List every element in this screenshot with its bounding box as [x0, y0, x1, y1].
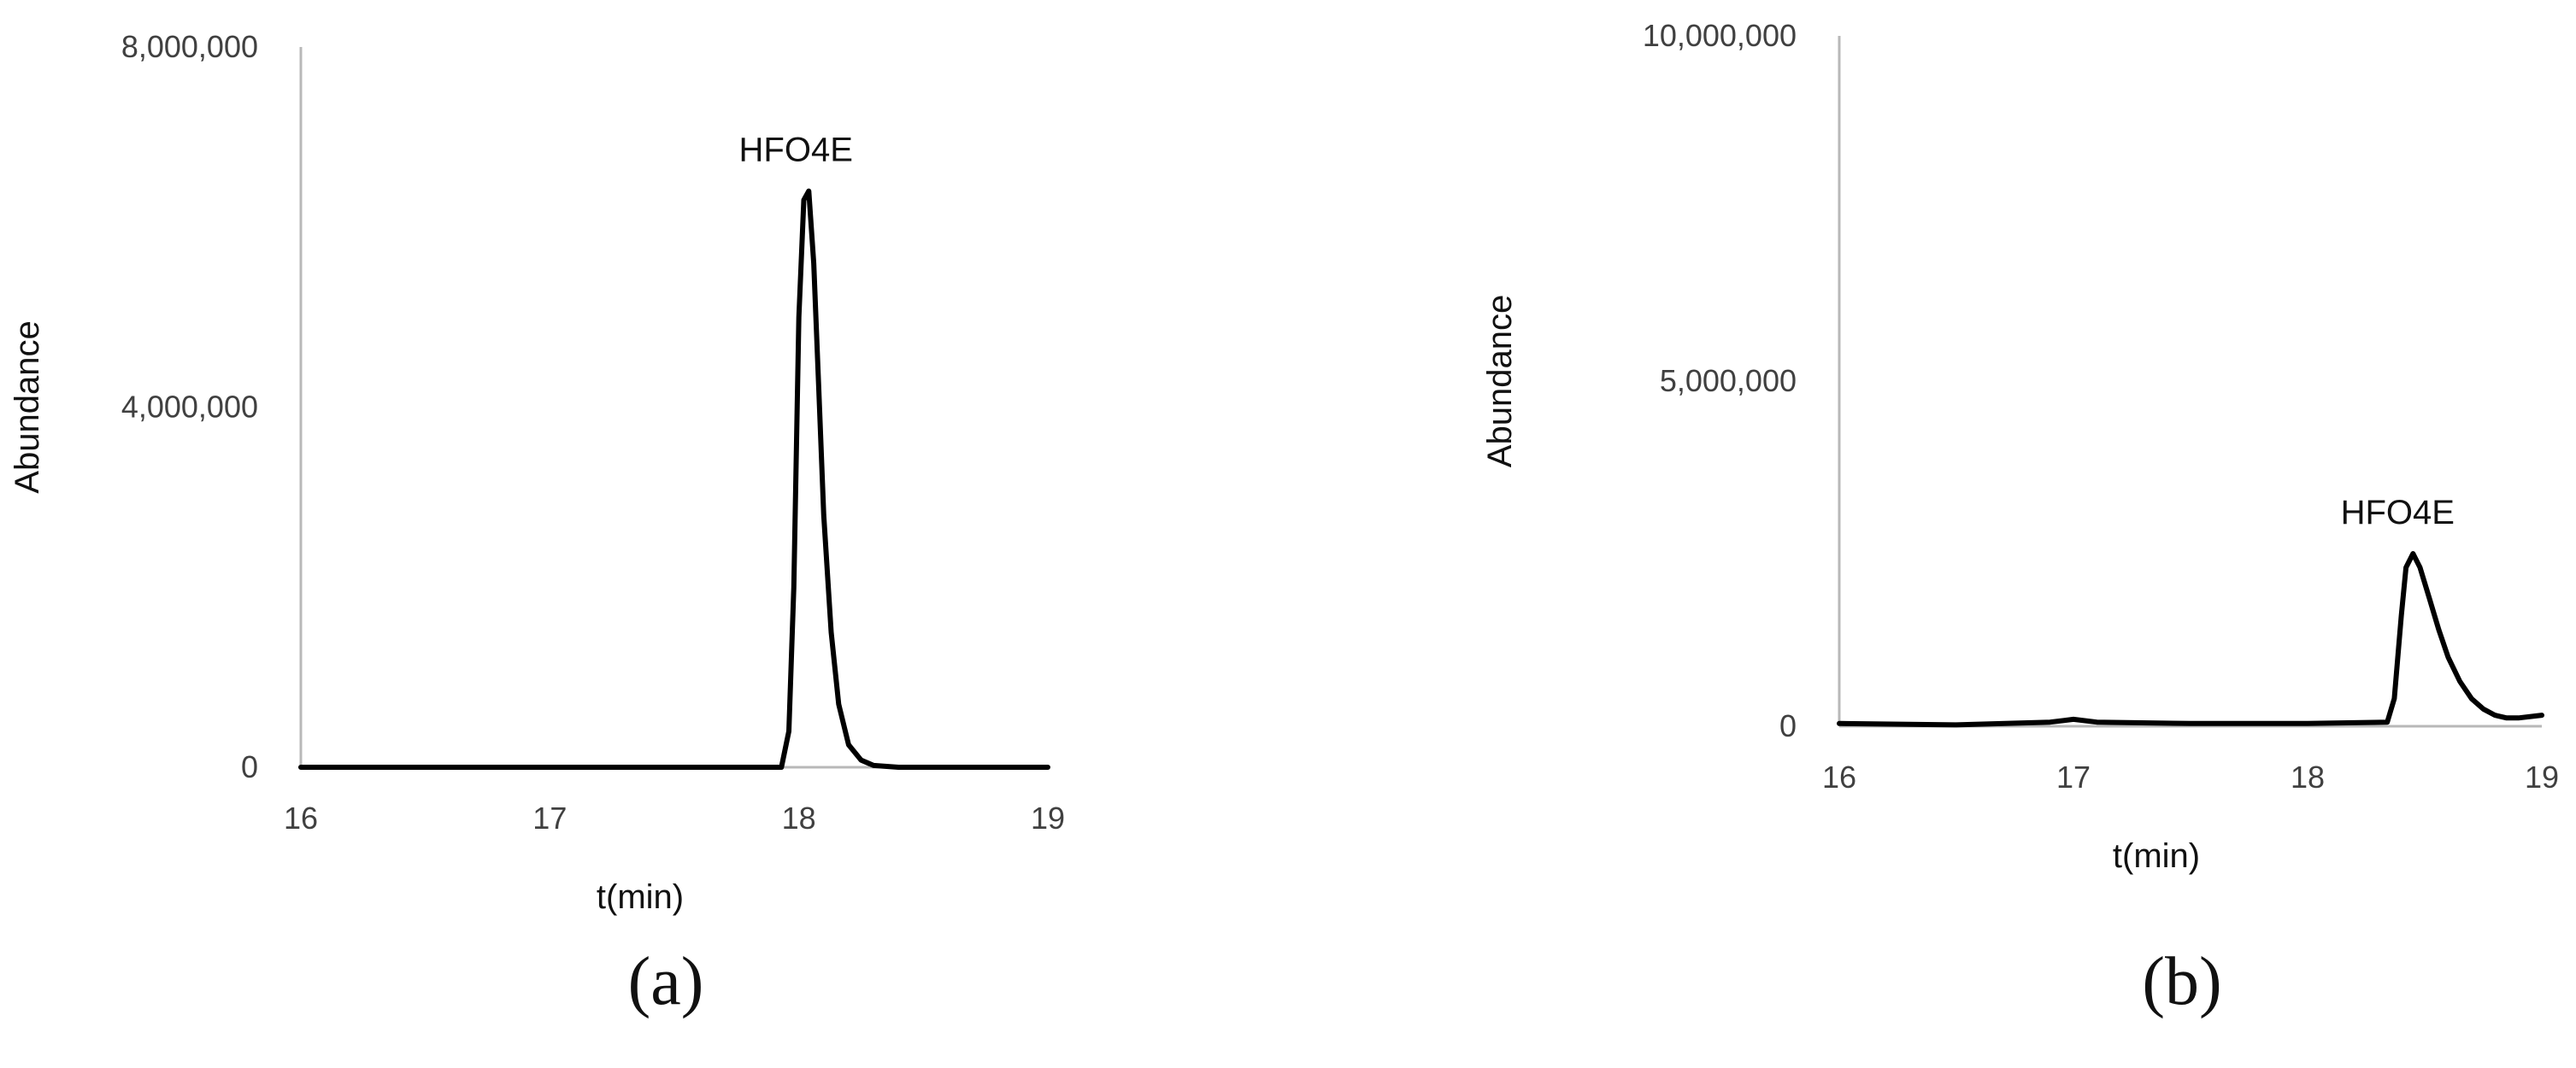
y-axis-title: Abundance [9, 320, 46, 493]
y-tick-label: 0 [1779, 708, 1797, 743]
y-tick-label: 8,000,000 [121, 29, 258, 64]
y-tick-label: 0 [241, 749, 258, 784]
y-tick-label: 4,000,000 [121, 390, 258, 425]
x-tick-label: 19 [2525, 760, 2559, 795]
chromatogram-trace [298, 188, 1050, 770]
peak-label: HFO4E [2341, 494, 2455, 531]
y-tick-label: 5,000,000 [1660, 363, 1797, 398]
y-axis-title: Abundance [1481, 295, 1519, 467]
x-tick-label: 17 [532, 801, 567, 836]
peak-label: HFO4E [739, 132, 853, 169]
x-tick-label: 16 [1822, 760, 1856, 795]
panel-label: (b) [2142, 944, 2221, 1019]
x-axis-title: t(min) [597, 878, 684, 916]
x-axis-title: t(min) [2113, 837, 2200, 875]
x-tick-label: 19 [1031, 801, 1065, 836]
chromatogram-trace [1837, 551, 2544, 728]
y-tick-label: 10,000,000 [1643, 18, 1797, 53]
panel-label: (a) [628, 944, 704, 1019]
x-tick-label: 18 [2291, 760, 2325, 795]
x-tick-label: 16 [284, 801, 318, 836]
x-tick-label: 17 [2056, 760, 2091, 795]
x-tick-label: 18 [782, 801, 816, 836]
